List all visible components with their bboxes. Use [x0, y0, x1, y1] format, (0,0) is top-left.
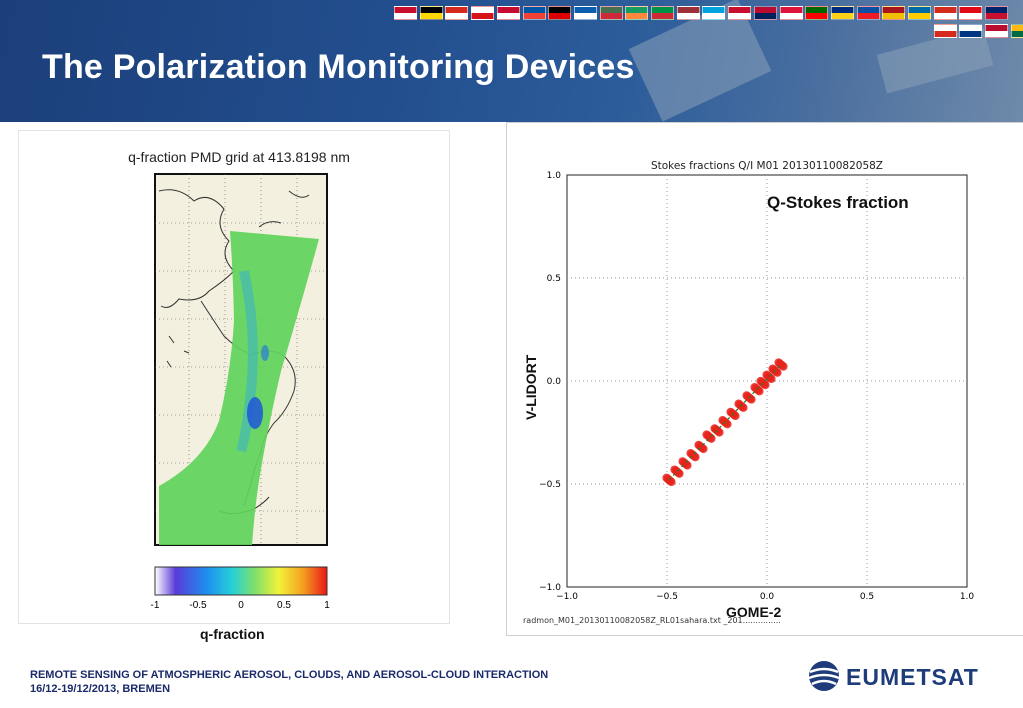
eu-flag: [959, 6, 983, 20]
eu-flag: [779, 6, 803, 20]
y-tick-label: 0.5: [547, 274, 561, 284]
y-tick-label: 1.0: [547, 171, 562, 181]
map-title: q-fraction PMD grid at 413.8198 nm: [128, 149, 350, 165]
y-axis-label: V-LIDORT: [523, 354, 539, 420]
x-tick-label: 0.0: [760, 592, 775, 602]
scatter-point: [691, 452, 700, 462]
q-fraction-swath: [159, 231, 319, 545]
logo-text: EUMETSAT: [846, 664, 979, 690]
map-caption: q-fraction: [200, 626, 265, 642]
eu-flag: [830, 6, 854, 20]
scatter-chart: Stokes fractions Q/I M01 20130110082058Z…: [523, 160, 974, 625]
x-tick-label: 0.5: [860, 592, 874, 602]
y-tick-label: 0.0: [547, 377, 562, 387]
eu-flag: [702, 6, 726, 20]
eu-flag: [445, 6, 469, 20]
y-axis-ticks: −1.0 −0.5 0.0 0.5 1.0: [539, 171, 561, 593]
scatter-point: [707, 434, 716, 443]
eu-flag: [933, 6, 957, 20]
y-tick-label: −1.0: [539, 583, 561, 593]
scatter-point: [683, 461, 692, 470]
colorbar-tick-label: 0: [238, 600, 244, 611]
eu-flag: [728, 6, 752, 20]
scatter-point: [715, 428, 724, 437]
colorbar-tick-label: 1: [324, 600, 330, 611]
eu-flag: [985, 6, 1009, 20]
eu-flag: [805, 6, 829, 20]
slide-title: The Polarization Monitoring Devices: [42, 48, 635, 86]
eu-flag: [548, 6, 572, 20]
scatter-point: [731, 411, 740, 421]
chart-footnote: radmon_M01_20130110082058Z_RL01sahara.tx…: [523, 616, 781, 625]
footer-line-1: REMOTE SENSING OF ATMOSPHERIC AEROSOL, C…: [30, 669, 549, 681]
eu-flag: [625, 6, 649, 20]
chart-title: Stokes fractions Q/I M01 20130110082058Z: [651, 160, 883, 172]
eu-flag: [419, 6, 443, 20]
eumetsat-logo: EUMETSAT: [806, 658, 986, 698]
scatter-point: [699, 444, 708, 454]
y-tick-label: −0.5: [539, 480, 561, 490]
fit-line: [668, 364, 782, 481]
eu-flag: [496, 6, 520, 20]
scatter-point: [675, 469, 684, 478]
x-axis-ticks: −1.0 −0.5 0.0 0.5 1.0: [556, 592, 974, 602]
eu-flag: [599, 6, 623, 20]
scatter-point: [767, 374, 776, 384]
map-figure: q-fraction PMD grid at 413.8198 nm: [18, 130, 450, 624]
scatter-point: [739, 403, 748, 412]
x-tick-label: 1.0: [960, 592, 975, 602]
eu-flag: [908, 6, 931, 20]
eu-flag: [573, 6, 597, 20]
x-tick-label: −0.5: [656, 592, 678, 602]
scatter-point: [667, 477, 676, 487]
scatter-point: [747, 395, 756, 404]
colorbar-tick-label: -1: [151, 600, 160, 611]
eu-flag: [959, 24, 983, 38]
eu-flag: [882, 6, 906, 20]
x-axis-label: GOME-2: [726, 604, 782, 620]
eu-flag: [471, 6, 495, 20]
eu-flag: [651, 6, 674, 20]
footer-text: REMOTE SENSING OF ATMOSPHERIC AEROSOL, C…: [30, 668, 548, 696]
eu-flag: [933, 24, 957, 38]
eu-flag: [856, 6, 880, 20]
colorbar-tick-label: -0.5: [189, 600, 207, 611]
colorbar: [154, 566, 328, 596]
eu-flag: [1010, 24, 1023, 38]
colorbar-ticks: -1 -0.5 0 0.5 1: [151, 600, 331, 611]
low-q-region: [247, 397, 263, 429]
colorbar-tick-label: 0.5: [277, 600, 291, 611]
chart-annotation: Q-Stokes fraction: [767, 193, 909, 212]
scatter-point: [723, 420, 732, 429]
eu-flag: [394, 6, 417, 20]
scatter-points: [662, 358, 788, 487]
eu-flag: [676, 6, 700, 20]
scatter-point: [755, 387, 764, 396]
footer-line-2: 16/12-19/12/2013, BREMEN: [30, 683, 171, 695]
scatter-point: [761, 380, 770, 390]
map-svg: q-fraction PMD grid at 413.8198 nm: [128, 149, 350, 611]
scatter-point: [773, 368, 782, 377]
scatter-figure: Stokes fractions Q/I M01 20130110082058Z…: [506, 122, 1023, 636]
x-tick-label: −1.0: [556, 592, 578, 602]
scatter-point: [779, 362, 788, 371]
eu-flag: [985, 24, 1009, 38]
slide-header: The Polarization Monitoring Devices: [0, 0, 1023, 122]
eu-flag: [753, 6, 777, 20]
eu-flag: [522, 6, 546, 20]
